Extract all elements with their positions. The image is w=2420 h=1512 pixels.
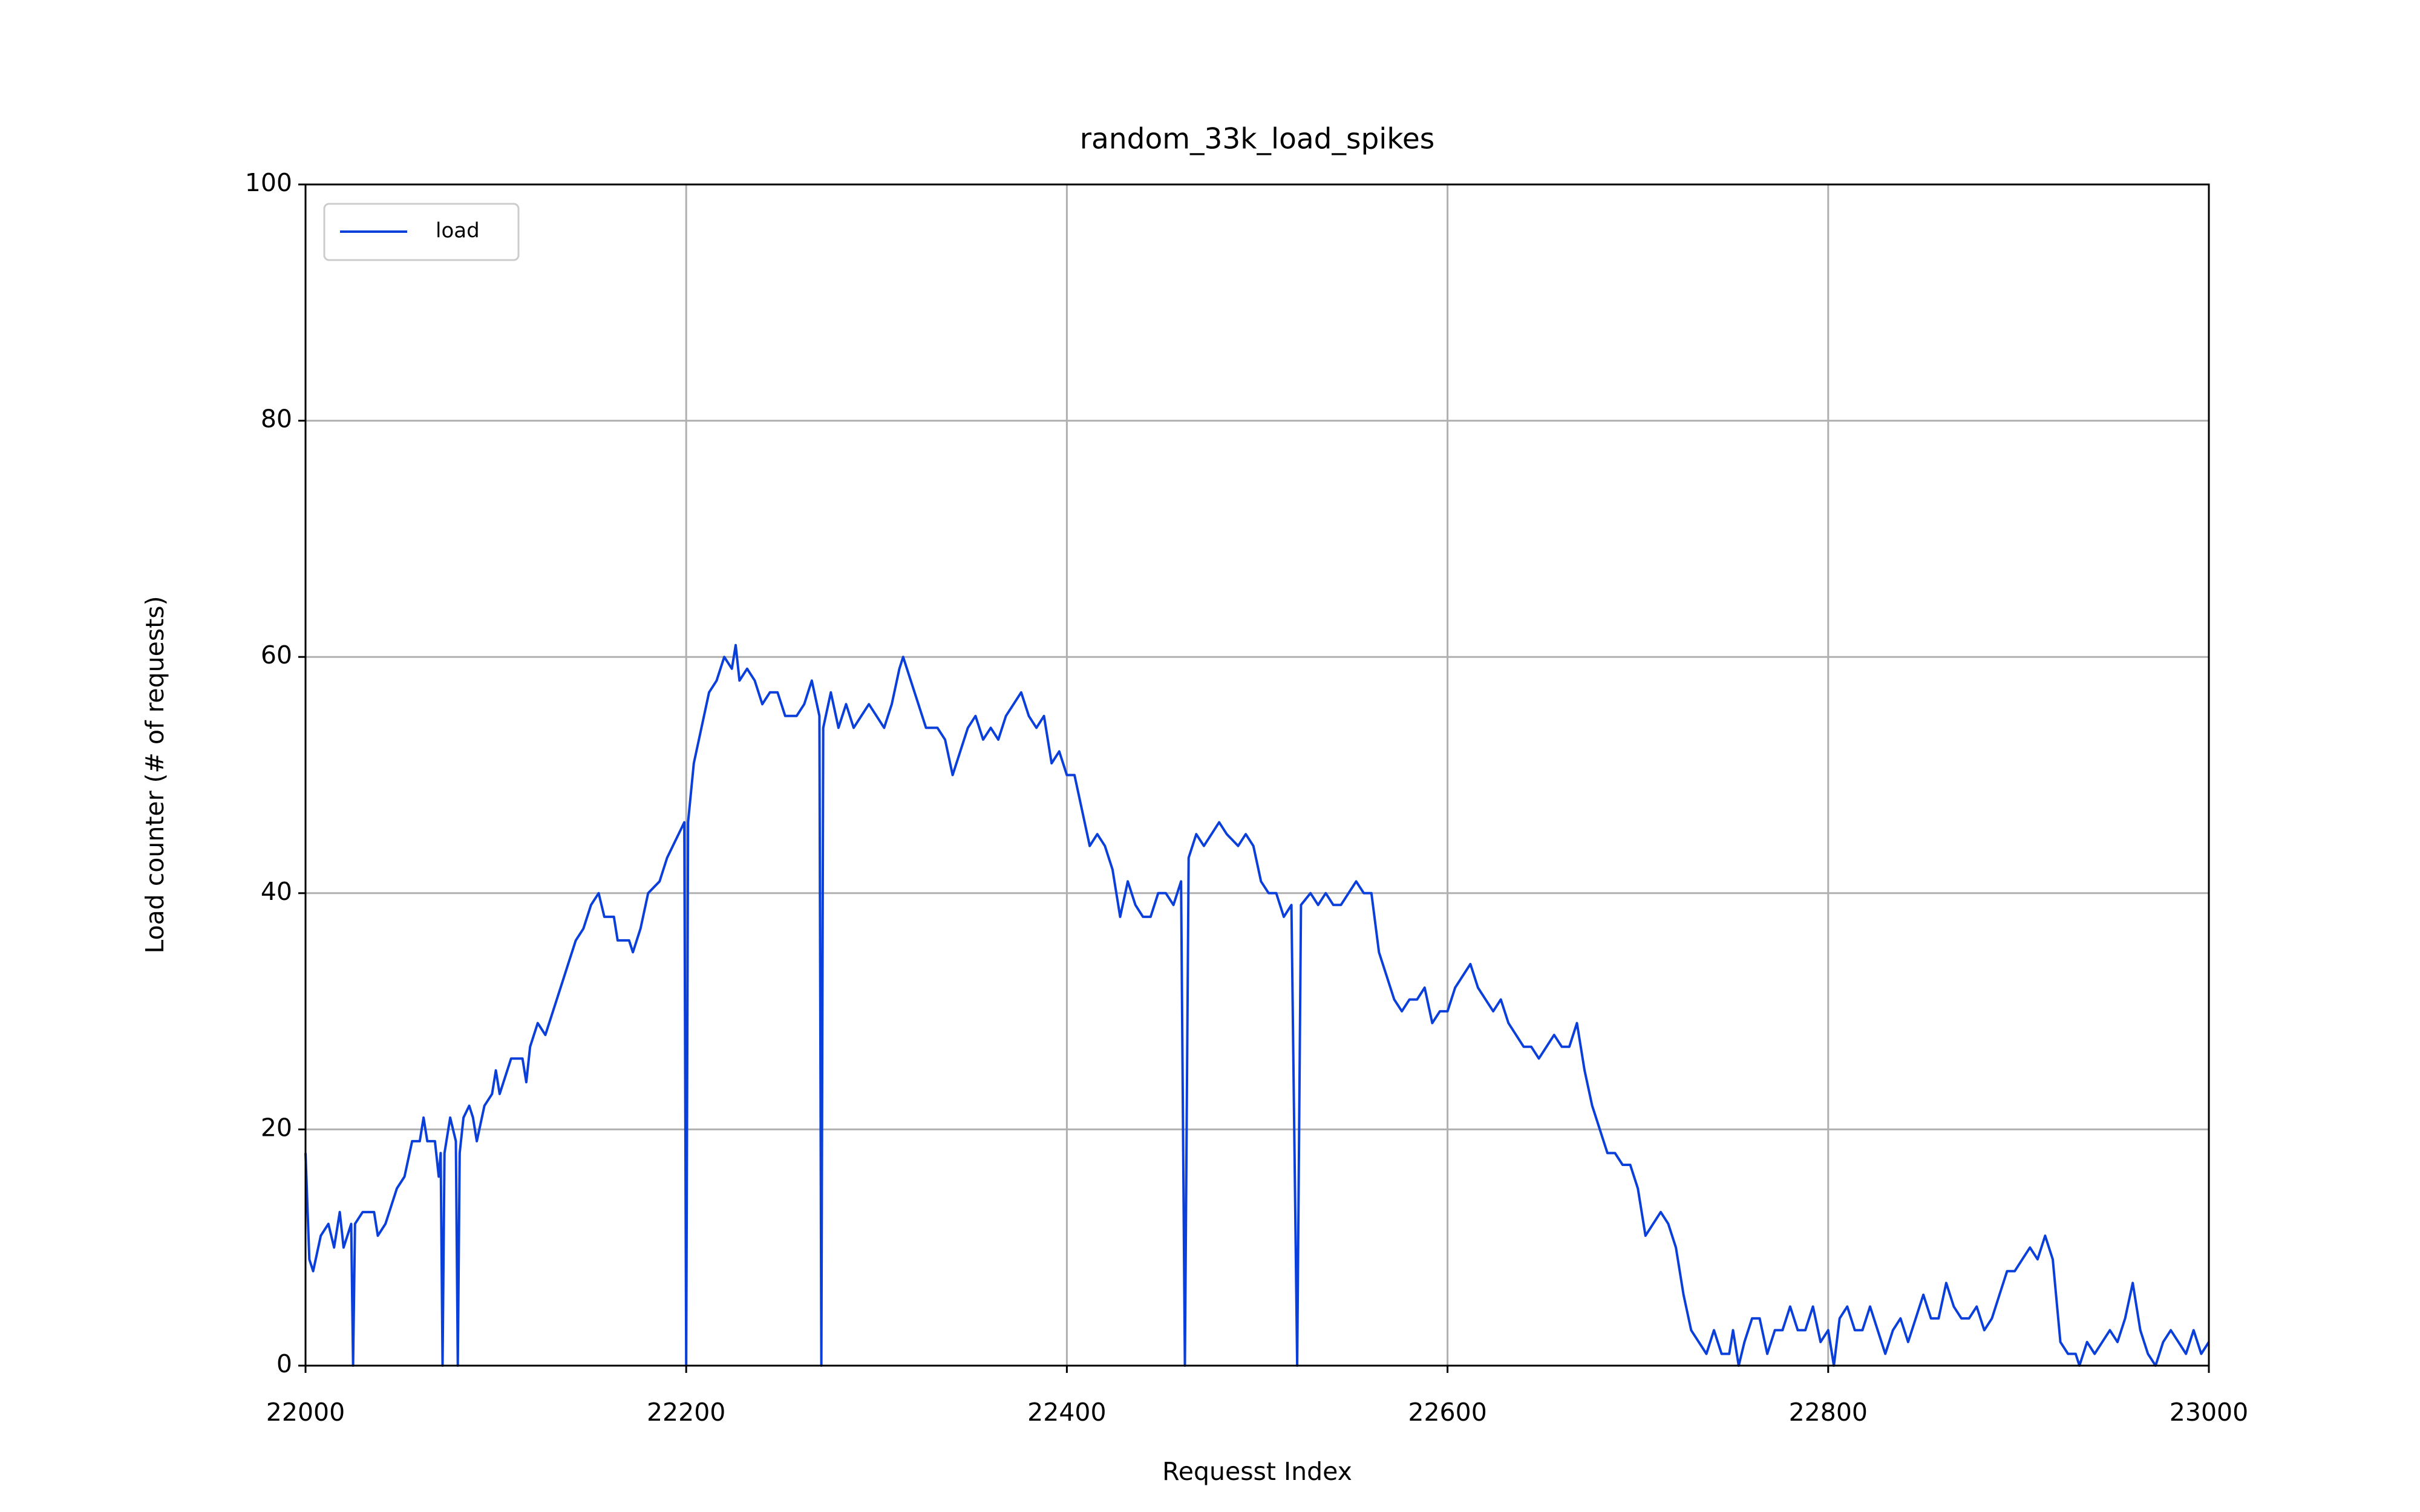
- x-tick-label: 22600: [1408, 1398, 1486, 1427]
- x-tick-label: 22400: [1027, 1398, 1106, 1427]
- x-tick-label: 22000: [266, 1398, 345, 1427]
- ticks: 22000 22200 22400 22600 22800 23000 0 20 40 60 80 1…: [245, 168, 2248, 1427]
- legend-box: [323, 203, 520, 261]
- legend-label: load: [436, 219, 480, 243]
- y-tick-label: 60: [261, 640, 292, 670]
- y-tick-label: 0: [276, 1349, 292, 1378]
- y-tick-label: 80: [261, 405, 292, 434]
- y-tick-label: 100: [245, 168, 292, 197]
- y-tick-label: 40: [261, 877, 292, 906]
- plot-area: [304, 644, 2210, 1367]
- x-tick-label: 22800: [1789, 1398, 1868, 1427]
- x-axis-label: Requesst Index: [1162, 1457, 1352, 1486]
- axes-frame: [304, 183, 2210, 1367]
- y-tick-label: 20: [261, 1113, 292, 1142]
- x-tick-label: 23000: [2170, 1398, 2248, 1427]
- x-tick-label: 22200: [647, 1398, 725, 1427]
- chart-title: random_33k_load_spikes: [1080, 123, 1435, 156]
- y-axis-label: Load counter (# of requests): [140, 596, 169, 953]
- line-series: [304, 644, 2210, 1367]
- legend: load: [323, 203, 520, 261]
